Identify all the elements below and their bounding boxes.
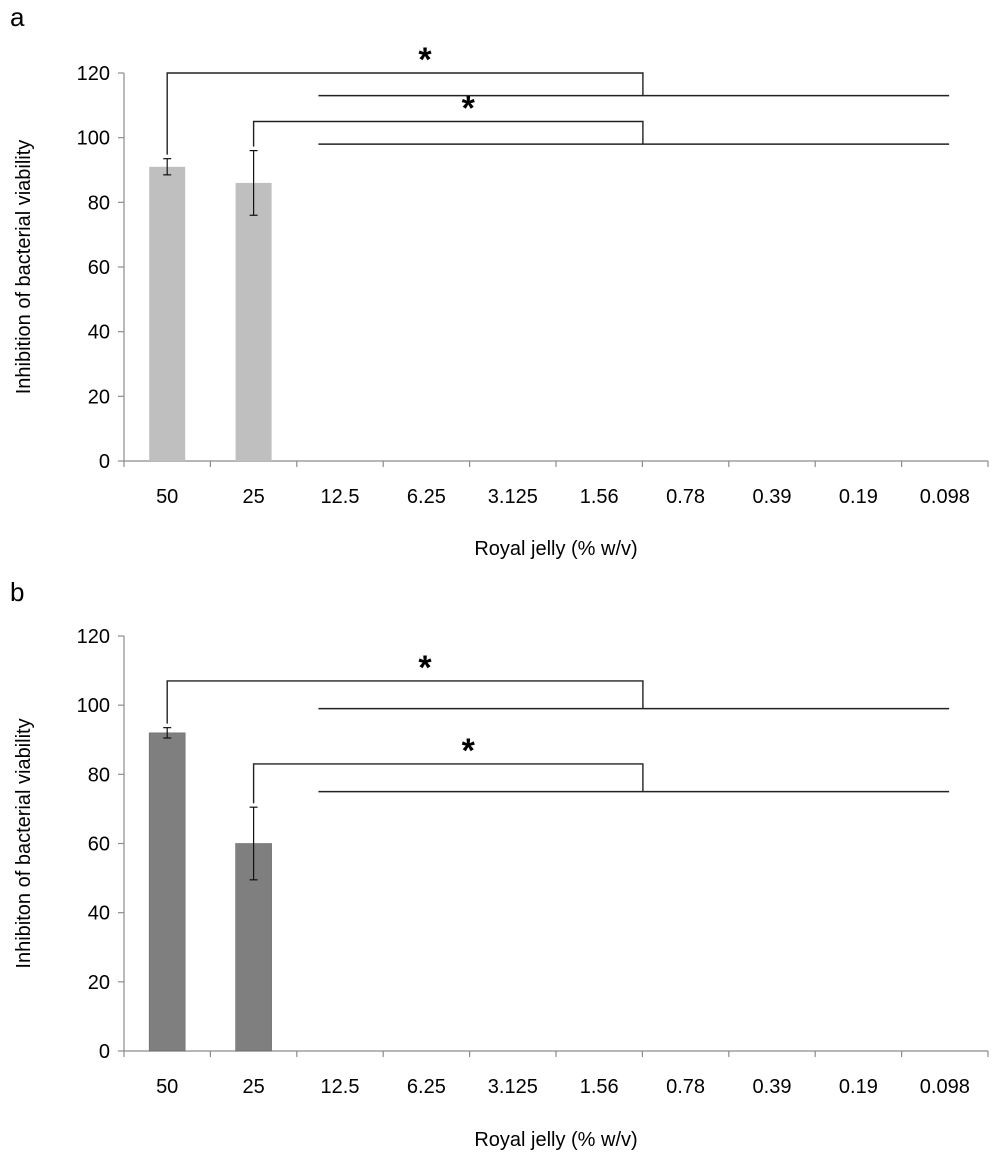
x-tick-label: 3.125 <box>488 1076 538 1098</box>
x-tick-label: 6.25 <box>407 486 446 508</box>
panel-label: b <box>10 577 24 607</box>
x-tick-label: 1.56 <box>580 1076 619 1098</box>
y-axis-title: Inhibiton of bacterial viability <box>13 718 35 968</box>
x-tick-label: 0.39 <box>753 1076 792 1098</box>
x-tick-label: 25 <box>242 1076 264 1098</box>
y-tick-label: 80 <box>88 764 110 786</box>
significance-bracket <box>252 763 644 804</box>
y-tick-label: 80 <box>88 192 110 214</box>
significance-bracket <box>252 120 644 147</box>
y-tick-label: 0 <box>99 451 110 473</box>
significance-star: * <box>418 41 432 79</box>
panel-label: a <box>10 2 25 32</box>
x-tick-label: 0.098 <box>920 486 970 508</box>
x-axis-title: Royal jelly (% w/v) <box>474 538 637 560</box>
y-tick-label: 40 <box>88 322 110 344</box>
x-tick-label: 25 <box>242 486 264 508</box>
y-tick-label: 120 <box>77 626 110 648</box>
significance-star: * <box>462 90 476 128</box>
x-tick-label: 50 <box>156 1076 178 1098</box>
x-tick-label: 0.098 <box>920 1076 970 1098</box>
significance-star: * <box>418 649 432 687</box>
x-tick-label: 6.25 <box>407 1076 446 1098</box>
significance-bracket <box>166 680 644 724</box>
significance-bracket <box>166 72 644 155</box>
significance-star: * <box>462 732 476 770</box>
bar-50 <box>149 166 186 461</box>
y-tick-label: 60 <box>88 257 110 279</box>
chart-panel-a: a 0 20 40 60 80 100 120 50 25 12.5 6.25 3.125 1.56 0.7… <box>10 2 989 560</box>
x-tick-label: 0.78 <box>666 486 705 508</box>
bar-50 <box>148 732 186 1052</box>
x-tick-label: 0.39 <box>753 486 792 508</box>
y-tick-label: 20 <box>88 386 110 408</box>
y-tick-label: 40 <box>88 903 110 925</box>
y-tick-label: 20 <box>88 972 110 994</box>
y-tick-label: 100 <box>77 128 110 150</box>
x-tick-label: 50 <box>156 486 178 508</box>
y-tick-label: 0 <box>99 1041 110 1063</box>
y-axis-title: Inhibition of bacterial viability <box>13 140 35 395</box>
chart-panel-b: b 0 20 40 60 80 100 120 50 25 12.5 6.25 3.125 1.56 0.7… <box>10 577 989 1151</box>
bar-25 <box>235 182 272 461</box>
x-tick-label: 0.19 <box>839 486 878 508</box>
y-tick-label: 60 <box>88 834 110 856</box>
x-tick-label: 1.56 <box>580 486 619 508</box>
x-axis-title: Royal jelly (% w/v) <box>474 1129 637 1151</box>
x-tick-label: 0.78 <box>666 1076 705 1098</box>
y-tick-label: 120 <box>77 63 110 85</box>
x-tick-label: 3.125 <box>488 486 538 508</box>
x-tick-label: 12.5 <box>321 486 360 508</box>
x-tick-label: 0.19 <box>839 1076 878 1098</box>
y-tick-label: 100 <box>77 695 110 717</box>
x-tick-label: 12.5 <box>321 1076 360 1098</box>
